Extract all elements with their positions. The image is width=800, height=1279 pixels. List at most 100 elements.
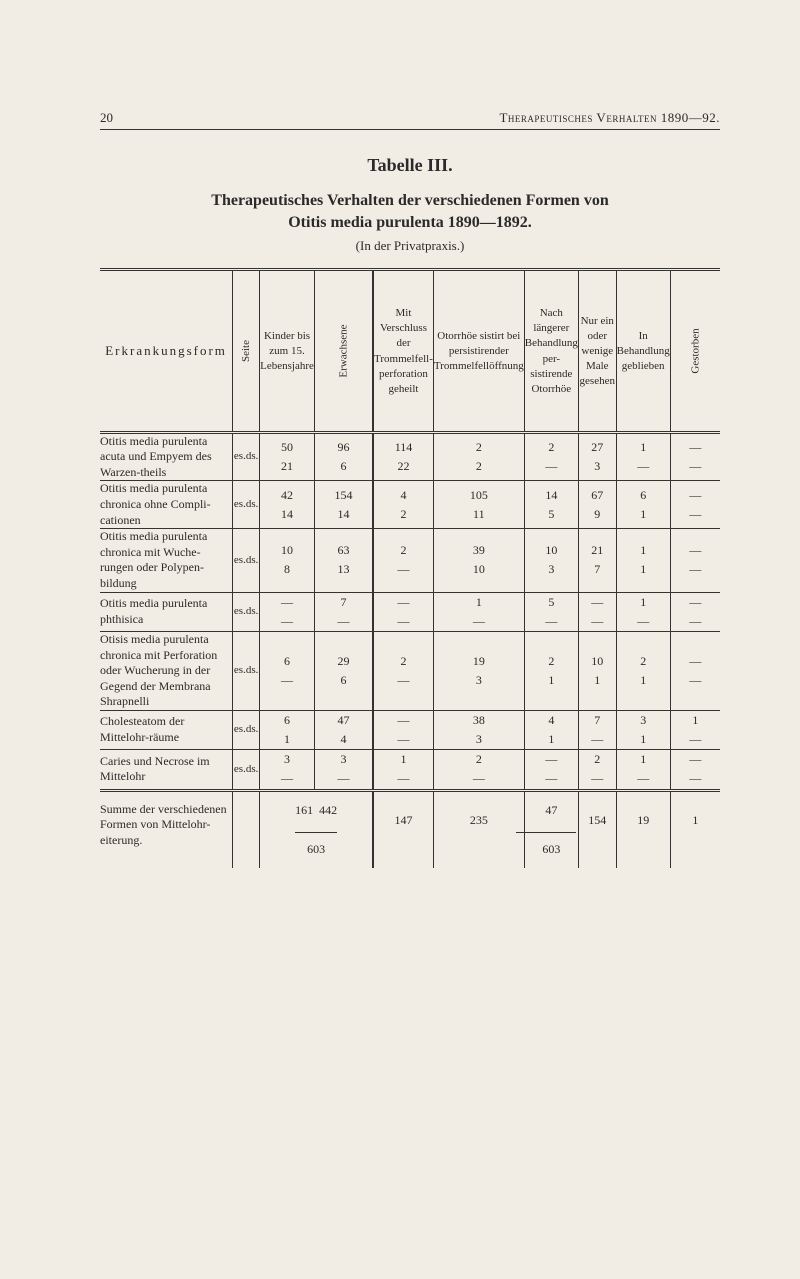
table-row: Otitis media purulenta chronica ohne Com…: [100, 481, 720, 529]
row-label: Otitis media purulenta phthisica: [100, 592, 233, 631]
table-cell: 2—: [524, 432, 578, 481]
table-cell: 3—: [314, 750, 373, 790]
table-cell: 11422: [373, 432, 433, 481]
table-cell: 6—: [260, 631, 315, 710]
seite-cell: es.ds.: [233, 750, 260, 790]
table-cell: 61: [260, 710, 315, 749]
document-page: 20 Therapeutisches Verhalten 1890—92. Ta…: [0, 0, 800, 928]
table-cell: 2—: [373, 529, 433, 592]
table-cell: 7—: [314, 592, 373, 631]
table-cell: 2—: [433, 750, 524, 790]
table-cell: 21: [524, 631, 578, 710]
table-row: Otitis media purulenta chronica mit Wuch…: [100, 529, 720, 592]
table-cell: ——: [373, 710, 433, 749]
table-cell: 10511: [433, 481, 524, 529]
col-header-c6: Gestorben: [670, 269, 720, 432]
table-cell: ——: [670, 432, 720, 481]
table-cell: 3—: [260, 750, 315, 790]
table-cell: 1—: [616, 592, 670, 631]
table-cell: 15414: [314, 481, 373, 529]
col-header-c3-label: Nach längerer Behandlung per-sistirende …: [525, 307, 578, 395]
col-header-c5-label: In Behandlung geblieben: [617, 330, 670, 372]
row-label: Otitis media purulenta chronica ohne Com…: [100, 481, 233, 529]
table-subtitle-paren: (In der Privatpraxis.): [100, 238, 720, 254]
table-cell: 145: [524, 481, 578, 529]
col-header-seite: Seite: [233, 269, 260, 432]
table-cell: 1—: [616, 432, 670, 481]
table-cell: 273: [578, 432, 616, 481]
running-title: Therapeutisches Verhalten 1890—92.: [499, 110, 720, 126]
table-row-summary: Summe der verschiedenen Formen von Mitte…: [100, 790, 720, 868]
col-header-erwachsene-label: Erwachsene: [337, 322, 349, 379]
table-row: Otisis media purulenta chronica mit Perf…: [100, 631, 720, 710]
table-body: Otitis media purulenta acuta und Empyem …: [100, 432, 720, 868]
col-header-form: Erkrankungsform: [100, 269, 233, 432]
summary-c5: 19: [616, 790, 670, 868]
table-cell: ——: [670, 631, 720, 710]
col-header-erwachsene: Erwachsene: [314, 269, 373, 432]
table-cell: 42: [373, 481, 433, 529]
table-cell: 103: [524, 529, 578, 592]
seite-cell: es.ds.: [233, 432, 260, 481]
row-label: Caries und Necrose im Mittelohr: [100, 750, 233, 790]
table-cell: 383: [433, 710, 524, 749]
table-number: Tabelle III.: [100, 155, 720, 176]
col-header-c2: Otorrhöe sistirt bei persistirender Trom…: [433, 269, 524, 432]
table-cell: 21: [616, 631, 670, 710]
table-row: Otitis media purulenta acuta und Empyem …: [100, 432, 720, 481]
table-cell: 1—: [670, 710, 720, 749]
col-header-kinder: Kinder bis zum 15. Lebensjahre: [260, 269, 315, 432]
table-cell: 2—: [373, 631, 433, 710]
table-row: Caries und Necrose im Mittelohres.ds.3—3…: [100, 750, 720, 790]
col-header-seite-label: Seite: [240, 338, 252, 364]
table-cell: 22: [433, 432, 524, 481]
table-cell: 61: [616, 481, 670, 529]
col-header-c1-label: Mit Verschluss der Trommelfell-perforati…: [374, 307, 433, 395]
table-cell: 966: [314, 432, 373, 481]
table-cell: 11: [616, 529, 670, 592]
table-cell: ——: [373, 592, 433, 631]
summary-c2: 235: [433, 790, 524, 868]
col-header-c3: Nach längerer Behandlung per-sistirende …: [524, 269, 578, 432]
table-title-line1: Therapeutisches Verhalten der verschiede…: [120, 190, 700, 212]
table-cell: 7—: [578, 710, 616, 749]
summary-kinder-erw: 161 442603: [260, 790, 373, 868]
table-cell: 4214: [260, 481, 315, 529]
summary-c1: 147: [373, 790, 433, 868]
col-header-c1: Mit Verschluss der Trommelfell-perforati…: [373, 269, 433, 432]
col-header-c4-label: Nur ein oder wenige Male gesehen: [580, 315, 615, 388]
table-cell: 217: [578, 529, 616, 592]
seite-cell: es.ds.: [233, 631, 260, 710]
col-header-c2-label: Otorrhöe sistirt bei persistirender Trom…: [434, 330, 524, 372]
table-title-line2: Otitis media purulenta 1890—1892.: [100, 214, 720, 232]
seite-cell: es.ds.: [233, 481, 260, 529]
table-cell: 5—: [524, 592, 578, 631]
row-label: Otisis media purulenta chronica mit Perf…: [100, 631, 233, 710]
table-cell: ——: [524, 750, 578, 790]
table-cell: 3910: [433, 529, 524, 592]
seite-cell: es.ds.: [233, 592, 260, 631]
table-cell: 296: [314, 631, 373, 710]
col-header-form-label: Erkrankungsform: [105, 343, 227, 358]
table-cell: 1—: [616, 750, 670, 790]
table-cell: 101: [578, 631, 616, 710]
page-number: 20: [100, 110, 113, 126]
table-cell: 679: [578, 481, 616, 529]
table-cell: 474: [314, 710, 373, 749]
table-cell: 1—: [373, 750, 433, 790]
col-header-c4: Nur ein oder wenige Male gesehen: [578, 269, 616, 432]
summary-label: Summe der verschiedenen Formen von Mitte…: [100, 790, 233, 868]
table-cell: 193: [433, 631, 524, 710]
table-cell: 31: [616, 710, 670, 749]
table-cell: 1—: [433, 592, 524, 631]
table-cell: ——: [670, 750, 720, 790]
row-label: Cholesteatom der Mittelohr-räume: [100, 710, 233, 749]
row-label: Otitis media purulenta chronica mit Wuch…: [100, 529, 233, 592]
table-row: Cholesteatom der Mittelohr-räumees.ds.61…: [100, 710, 720, 749]
table-cell: ——: [670, 481, 720, 529]
table-cell: 6313: [314, 529, 373, 592]
table-cell: ——: [670, 592, 720, 631]
table-cell: 5021: [260, 432, 315, 481]
table-row: Otitis media purulenta phthisicaes.ds. ——…: [100, 592, 720, 631]
summary-c3: 47603: [524, 790, 578, 868]
